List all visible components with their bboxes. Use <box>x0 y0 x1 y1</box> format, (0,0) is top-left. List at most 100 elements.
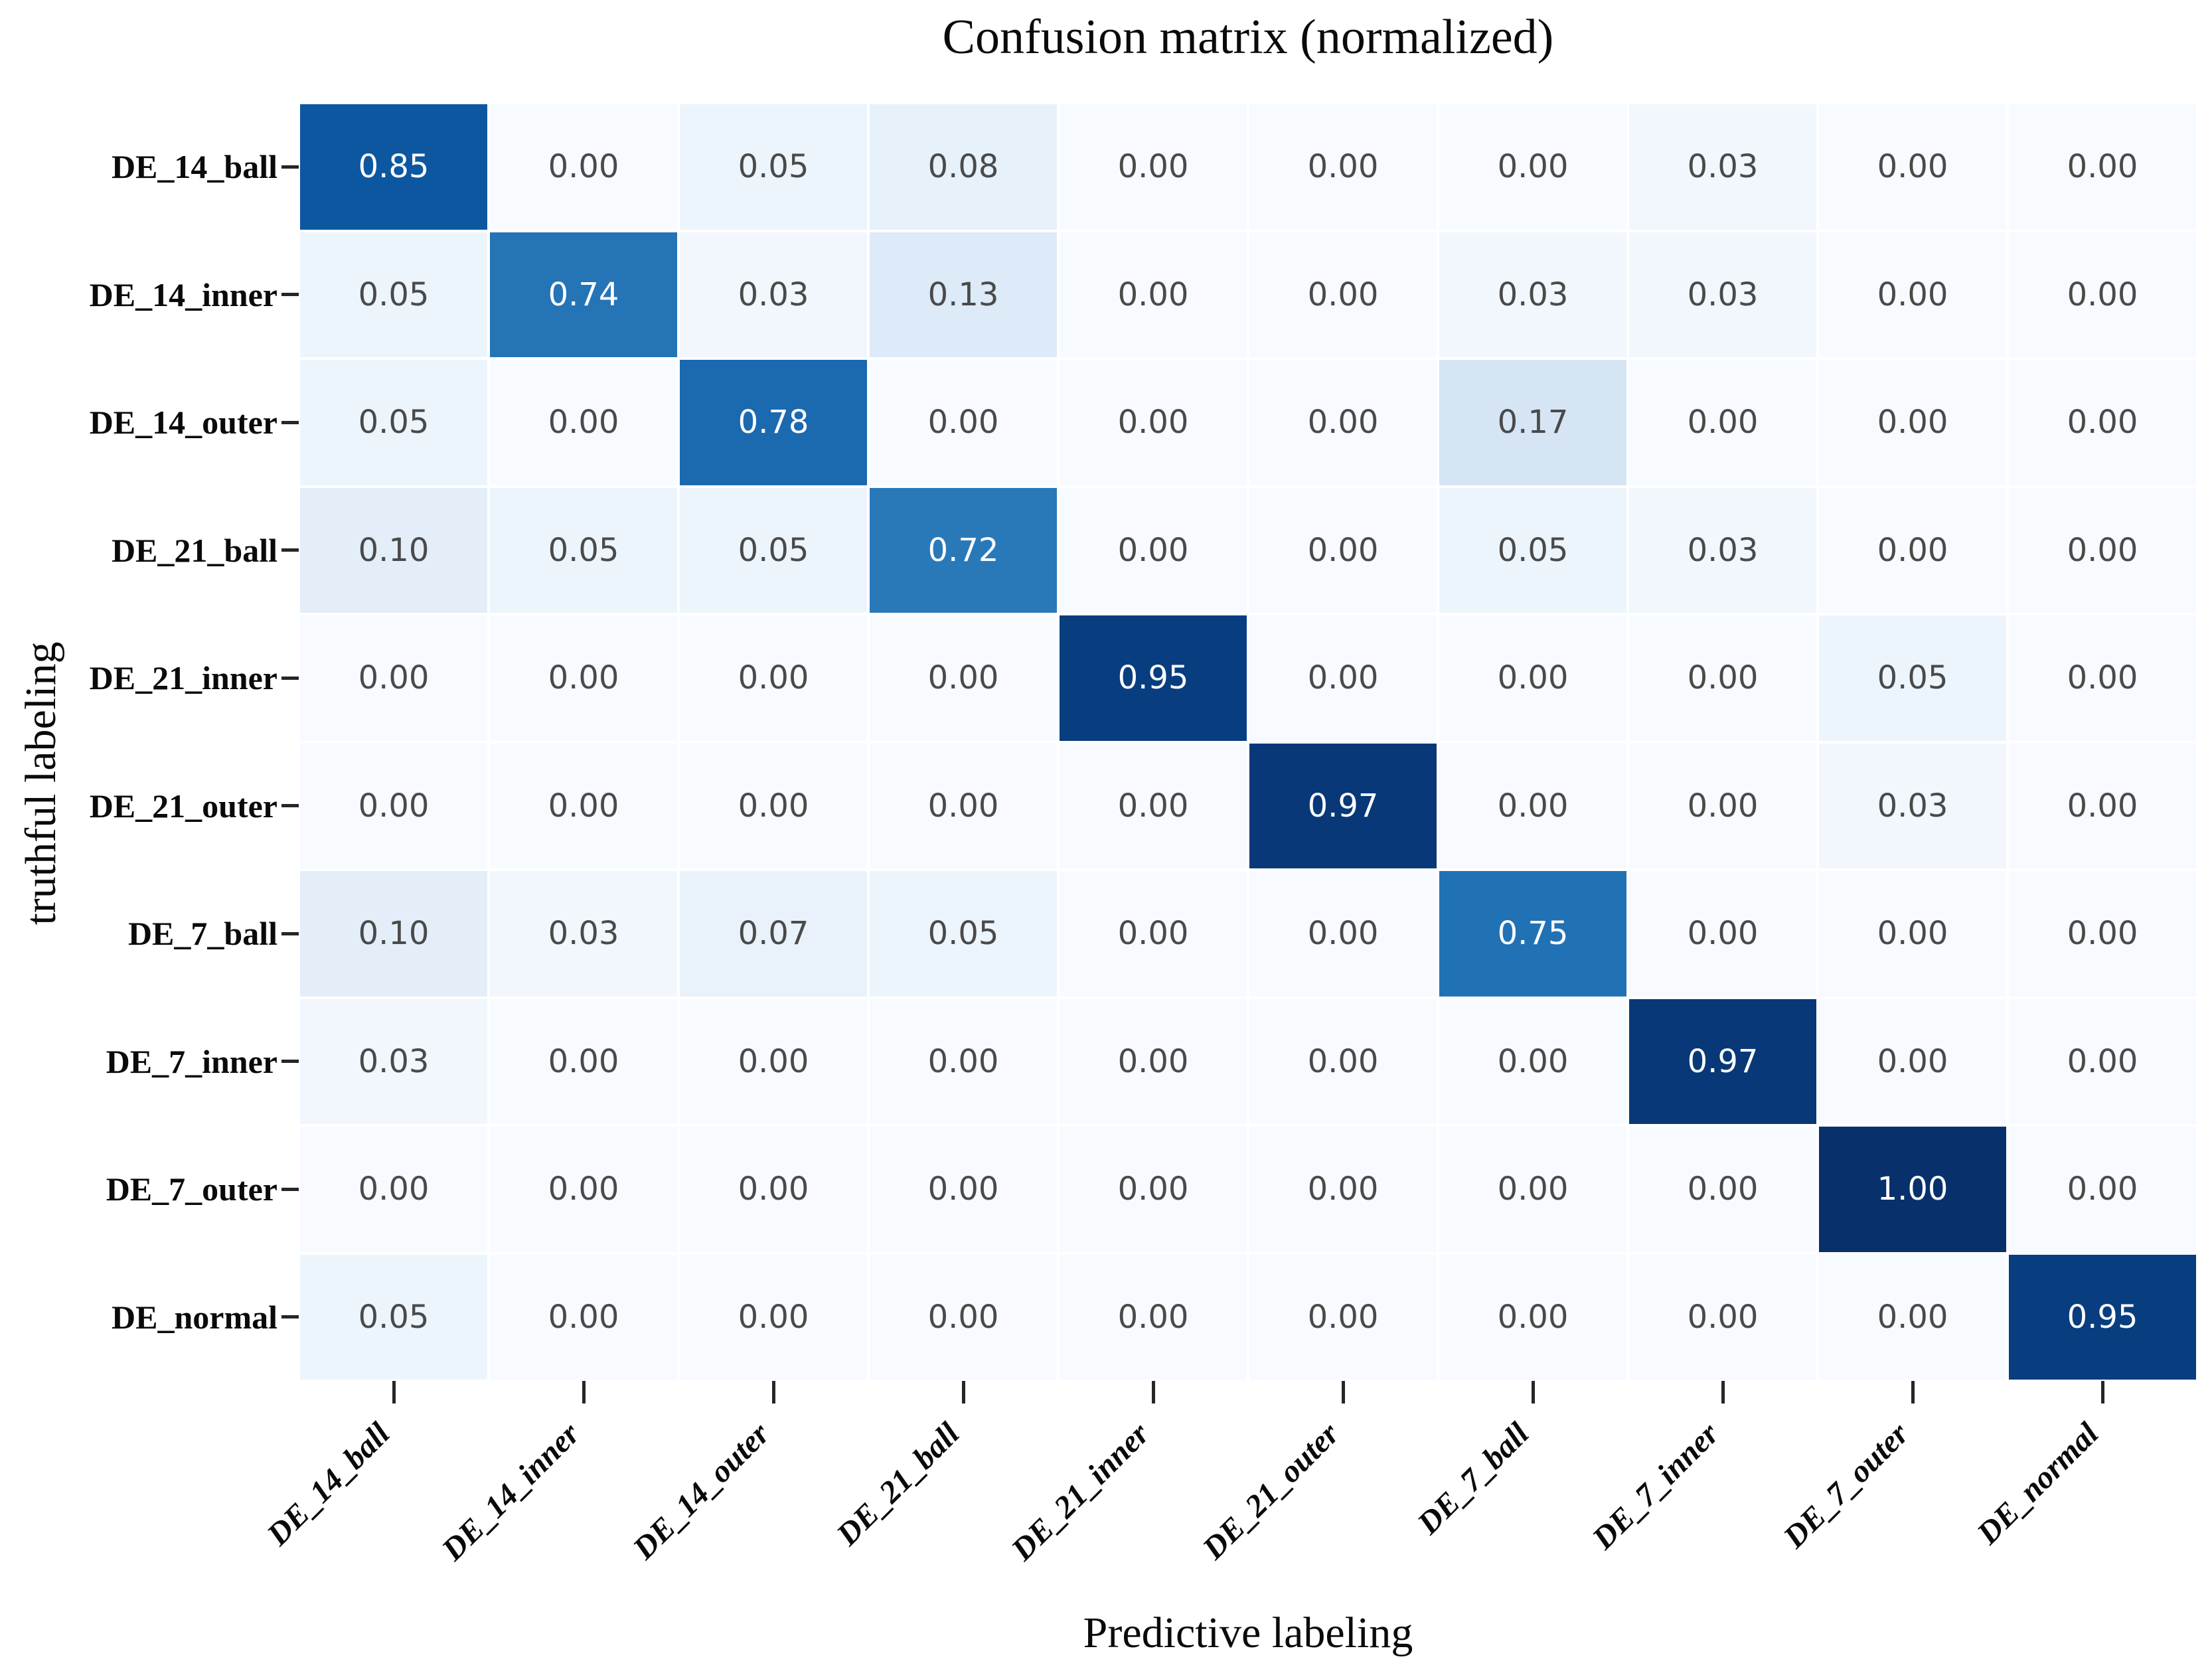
y-tick-mark <box>281 1187 299 1191</box>
x-tick-mark <box>392 1381 396 1403</box>
x-tick-mark <box>1531 1381 1535 1403</box>
matrix-cell: 0.00 <box>1248 1253 1438 1381</box>
matrix-cell: 0.00 <box>868 1125 1058 1253</box>
matrix-cell: 0.03 <box>299 997 489 1125</box>
matrix-cell: 0.00 <box>1628 614 1818 742</box>
x-axis-label: Predictive labeling <box>1083 1609 1413 1657</box>
x-tick-mark <box>582 1381 586 1403</box>
matrix-cell: 0.00 <box>1058 230 1248 359</box>
chart-title: Confusion matrix (normalized) <box>942 10 1554 64</box>
heatmap-grid: 0.85 0.00 0.05 0.08 0.00 0.00 0.00 0.03 0.00 0.00… <box>299 103 2197 1381</box>
matrix-cell: 0.00 <box>1438 614 1628 742</box>
matrix-cell: 0.05 <box>489 486 678 614</box>
matrix-cell: 0.00 <box>2008 230 2197 359</box>
matrix-cell: 0.00 <box>1818 359 2008 487</box>
matrix-cell: 0.10 <box>299 870 489 998</box>
matrix-cell: 0.00 <box>1438 742 1628 870</box>
matrix-cell: 0.00 <box>1058 997 1248 1125</box>
matrix-cell: 0.00 <box>1248 997 1438 1125</box>
y-tick-label: DE_21_inner <box>89 659 277 697</box>
matrix-cell: 0.03 <box>678 230 868 359</box>
matrix-cell: 0.00 <box>1628 1125 1818 1253</box>
matrix-cell: 0.97 <box>1248 742 1438 870</box>
matrix-cell: 0.95 <box>1058 614 1248 742</box>
y-tick-mark <box>281 676 299 680</box>
matrix-cell: 0.00 <box>489 997 678 1125</box>
matrix-cell: 0.00 <box>1058 742 1248 870</box>
matrix-cell: 0.03 <box>1628 486 1818 614</box>
matrix-cell: 0.05 <box>1818 614 2008 742</box>
matrix-cell: 0.00 <box>1058 359 1248 487</box>
matrix-cell: 0.08 <box>868 103 1058 231</box>
y-tick-label: DE_21_outer <box>89 787 277 825</box>
matrix-cell: 0.00 <box>1058 1125 1248 1253</box>
matrix-cell: 0.03 <box>1628 103 1818 231</box>
matrix-cell: 0.00 <box>1438 1253 1628 1381</box>
matrix-cell: 0.00 <box>1818 1253 2008 1381</box>
x-tick-mark <box>1911 1381 1915 1403</box>
matrix-cell: 0.00 <box>1248 870 1438 998</box>
matrix-cell: 0.00 <box>1248 614 1438 742</box>
matrix-cell: 0.17 <box>1438 359 1628 487</box>
y-tick-label: DE_normal <box>112 1298 277 1336</box>
matrix-cell: 0.00 <box>2008 742 2197 870</box>
matrix-cell: 0.00 <box>1248 359 1438 487</box>
matrix-cell: 0.10 <box>299 486 489 614</box>
matrix-cell: 0.07 <box>678 870 868 998</box>
matrix-cell: 0.97 <box>1628 997 1818 1125</box>
y-tick-label: DE_7_ball <box>127 915 277 953</box>
matrix-cell: 0.00 <box>678 742 868 870</box>
matrix-cell: 0.00 <box>2008 997 2197 1125</box>
matrix-cell: 0.05 <box>1438 486 1628 614</box>
matrix-cell: 0.00 <box>299 614 489 742</box>
matrix-cell: 0.00 <box>1628 870 1818 998</box>
matrix-cell: 0.00 <box>678 1125 868 1253</box>
y-tick-mark <box>281 1315 299 1319</box>
matrix-cell: 0.00 <box>489 1125 678 1253</box>
matrix-cell: 0.05 <box>299 230 489 359</box>
matrix-cell: 0.00 <box>1818 997 2008 1125</box>
matrix-cell: 0.00 <box>2008 870 2197 998</box>
matrix-cell: 0.00 <box>489 103 678 231</box>
matrix-cell: 0.03 <box>1818 742 2008 870</box>
matrix-cell: 0.03 <box>489 870 678 998</box>
y-tick-label: DE_7_inner <box>106 1042 277 1080</box>
x-tick-mark <box>1721 1381 1725 1403</box>
matrix-cell: 0.00 <box>868 997 1058 1125</box>
matrix-cell: 0.03 <box>1628 230 1818 359</box>
x-tick-mark <box>1341 1381 1345 1403</box>
y-tick-label: DE_7_outer <box>106 1170 277 1208</box>
matrix-cell: 0.00 <box>1248 230 1438 359</box>
matrix-cell: 0.78 <box>678 359 868 487</box>
y-tick-label: DE_14_inner <box>89 276 277 313</box>
matrix-cell: 0.00 <box>1058 103 1248 231</box>
matrix-cell: 0.00 <box>1628 742 1818 870</box>
matrix-cell: 0.00 <box>1818 230 2008 359</box>
matrix-cell: 0.00 <box>299 742 489 870</box>
y-tick-mark <box>281 420 299 424</box>
matrix-cell: 0.00 <box>1248 1125 1438 1253</box>
matrix-cell: 0.00 <box>489 359 678 487</box>
matrix-cell: 0.00 <box>2008 1125 2197 1253</box>
y-tick-label: DE_14_ball <box>111 148 277 186</box>
matrix-cell: 0.00 <box>1058 1253 1248 1381</box>
y-tick-mark <box>281 804 299 808</box>
matrix-cell: 0.05 <box>678 103 868 231</box>
matrix-cell: 0.00 <box>2008 103 2197 231</box>
y-tick-mark <box>281 1060 299 1064</box>
matrix-cell: 0.00 <box>1058 870 1248 998</box>
matrix-cell: 0.05 <box>299 1253 489 1381</box>
matrix-cell: 0.85 <box>299 103 489 231</box>
matrix-cell: 0.00 <box>489 742 678 870</box>
matrix-cell: 0.00 <box>2008 486 2197 614</box>
matrix-cell: 0.00 <box>2008 359 2197 487</box>
y-tick-mark <box>281 931 299 935</box>
matrix-cell: 0.00 <box>1628 359 1818 487</box>
y-tick-mark <box>281 165 299 169</box>
matrix-cell: 0.00 <box>1818 103 2008 231</box>
matrix-cell: 0.05 <box>678 486 868 614</box>
matrix-cell: 0.00 <box>299 1125 489 1253</box>
matrix-cell: 0.00 <box>1438 997 1628 1125</box>
matrix-cell: 0.95 <box>2008 1253 2197 1381</box>
matrix-cell: 0.00 <box>1248 103 1438 231</box>
